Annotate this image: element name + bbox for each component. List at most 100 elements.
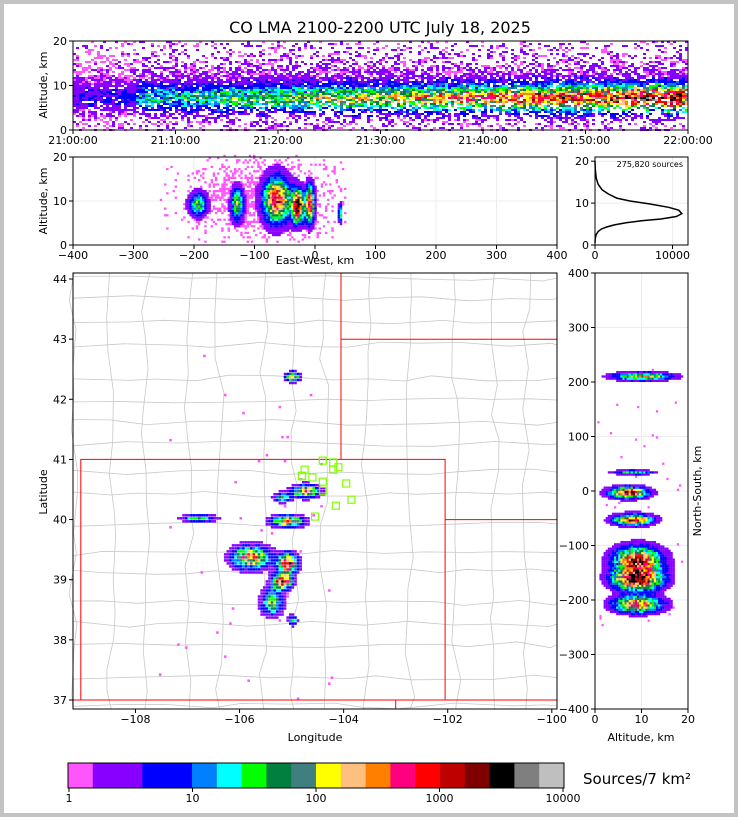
time-altitude-cell (640, 75, 643, 77)
time-altitude-cell (469, 81, 472, 83)
time-altitude-cell (346, 89, 349, 91)
time-altitude-cell (235, 83, 238, 85)
time-altitude-cell (583, 75, 586, 77)
time-altitude-cell (316, 85, 319, 87)
time-altitude-cell (421, 101, 424, 103)
time-altitude-cell (157, 121, 160, 123)
time-altitude-cell (460, 95, 463, 97)
time-altitude-cell (484, 109, 487, 111)
time-altitude-cell (154, 75, 157, 77)
time-altitude-cell (331, 43, 334, 45)
time-altitude-cell (562, 85, 565, 87)
time-altitude-cell (625, 61, 628, 63)
time-altitude-cell (466, 79, 469, 81)
time-altitude-cell (412, 61, 415, 63)
time-altitude-cell (565, 121, 568, 123)
time-altitude-cell (76, 79, 79, 81)
time-altitude-cell (178, 75, 181, 77)
time-altitude-cell (373, 93, 376, 95)
time-altitude-cell (307, 111, 310, 113)
time-altitude-cell (115, 97, 118, 99)
time-altitude-cell (289, 113, 292, 115)
time-altitude-cell (490, 51, 493, 53)
time-altitude-cell (451, 93, 454, 95)
time-altitude-cell (217, 117, 220, 119)
time-altitude-cell (397, 101, 400, 103)
time-altitude-cell (280, 105, 283, 107)
time-altitude-cell (457, 103, 460, 105)
time-altitude-cell (601, 69, 604, 71)
time-altitude-cell (424, 77, 427, 79)
time-altitude-cell (280, 91, 283, 93)
time-altitude-cell (430, 97, 433, 99)
time-altitude-cell (319, 81, 322, 83)
time-altitude-cell (577, 123, 580, 125)
time-altitude-cell (310, 89, 313, 91)
time-altitude-cell (535, 57, 538, 59)
time-altitude-cell (604, 47, 607, 49)
time-altitude-cell (298, 127, 301, 129)
time-altitude-cell (94, 45, 97, 47)
time-altitude-cell (439, 91, 442, 93)
time-altitude-cell (364, 85, 367, 87)
time-altitude-cell (550, 65, 553, 67)
time-altitude-cell (532, 105, 535, 107)
time-altitude-cell (328, 93, 331, 95)
time-altitude-cell (145, 109, 148, 111)
time-altitude-cell (460, 91, 463, 93)
time-altitude-cell (403, 103, 406, 105)
time-altitude-cell (439, 97, 442, 99)
time-altitude-cell (79, 77, 82, 79)
time-altitude-cell (601, 63, 604, 65)
time-altitude-cell (526, 109, 529, 111)
time-altitude-cell (475, 91, 478, 93)
time-altitude-cell (268, 53, 271, 55)
time-altitude-cell (226, 117, 229, 119)
time-altitude-cell (244, 63, 247, 65)
time-altitude-cell (316, 95, 319, 97)
time-altitude-cell (229, 87, 232, 89)
time-altitude-cell (253, 79, 256, 81)
time-altitude-cell (622, 111, 625, 113)
time-altitude-cell (202, 87, 205, 89)
time-altitude-cell (346, 71, 349, 73)
time-altitude-cell (406, 121, 409, 123)
time-altitude-cell (541, 83, 544, 85)
time-altitude-cell (262, 59, 265, 61)
time-altitude-cell (247, 45, 250, 47)
time-altitude-cell (385, 101, 388, 103)
time-altitude-cell (307, 79, 310, 81)
time-altitude-cell (412, 93, 415, 95)
time-altitude-cell (514, 81, 517, 83)
time-altitude-cell (550, 77, 553, 79)
time-altitude-cell (391, 57, 394, 59)
time-altitude-cell (358, 71, 361, 73)
time-altitude-cell (238, 77, 241, 79)
time-altitude-cell (232, 77, 235, 79)
time-altitude-cell (445, 77, 448, 79)
time-altitude-cell (352, 91, 355, 93)
time-altitude-cell (586, 123, 589, 125)
time-altitude-cell (181, 83, 184, 85)
time-altitude-cell (409, 105, 412, 107)
time-altitude-cell (154, 123, 157, 125)
time-altitude-cell (190, 69, 193, 71)
time-altitude-cell (460, 51, 463, 53)
time-altitude-cell (430, 107, 433, 109)
time-altitude-cell (499, 91, 502, 93)
time-altitude-cell (613, 95, 616, 97)
time-altitude-cell (580, 81, 583, 83)
time-altitude-cell (328, 59, 331, 61)
time-altitude-cell (439, 79, 442, 81)
time-altitude-cell (100, 81, 103, 83)
time-altitude-cell (121, 123, 124, 125)
time-altitude-cell (484, 99, 487, 101)
time-altitude-cell (289, 93, 292, 95)
time-altitude-cell (487, 57, 490, 59)
time-altitude-cell (517, 65, 520, 67)
time-altitude-cell (313, 115, 316, 117)
time-altitude-cell (184, 111, 187, 113)
time-altitude-cell (373, 81, 376, 83)
time-altitude-cell (304, 85, 307, 87)
time-altitude-cell (442, 53, 445, 55)
